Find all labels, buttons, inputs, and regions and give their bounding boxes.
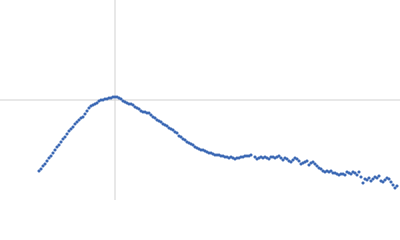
data-point [147, 111, 151, 115]
data-point [253, 155, 257, 159]
data-point [343, 173, 347, 177]
data-point [383, 178, 387, 182]
data-point [149, 113, 153, 117]
page: {"chart_data": {"type": "scatter", "xlim… [0, 0, 400, 200]
data-point [81, 115, 85, 119]
data-point [305, 159, 309, 163]
data-point [75, 120, 79, 124]
data-point [45, 159, 49, 163]
data-point [359, 175, 363, 179]
data-point [367, 176, 371, 180]
data-point [87, 106, 91, 110]
data-point [39, 167, 43, 171]
data-point [319, 167, 323, 171]
data-point [119, 97, 123, 101]
data-point [395, 184, 399, 188]
data-point [47, 156, 51, 160]
data-point [59, 140, 63, 144]
data-point [285, 157, 289, 161]
data-point [137, 107, 141, 111]
data-point [153, 116, 157, 120]
data-point [165, 124, 169, 128]
data-point [175, 131, 179, 135]
data-point [183, 138, 187, 142]
data-point [369, 179, 373, 183]
data-point [291, 158, 295, 162]
data-point [73, 122, 77, 126]
data-point [279, 156, 283, 160]
data-point [179, 135, 183, 139]
data-point [375, 176, 379, 180]
data-point [77, 118, 81, 122]
data-point [389, 180, 393, 184]
data-point [249, 153, 253, 157]
data-point [37, 169, 41, 173]
data-point [95, 101, 99, 105]
data-point [355, 173, 359, 177]
data-point [159, 120, 163, 124]
data-point [63, 135, 67, 139]
data-point [267, 157, 271, 161]
data-point [371, 177, 375, 181]
data-point [349, 172, 353, 176]
data-point [191, 143, 195, 147]
data-point [377, 174, 381, 178]
data-point [55, 145, 59, 149]
data-point [393, 186, 397, 190]
data-point [381, 180, 385, 184]
data-point [277, 154, 281, 158]
data-point [65, 132, 69, 136]
data-point [49, 154, 53, 158]
data-point [315, 164, 319, 168]
data-point [329, 169, 333, 173]
data-point [41, 164, 45, 168]
data-point [307, 163, 311, 167]
data-point [67, 129, 71, 133]
data-point [43, 162, 47, 166]
data-point [85, 109, 89, 113]
data-point [391, 183, 395, 187]
data-point [281, 158, 285, 162]
data-point [353, 171, 357, 175]
data-point [53, 148, 57, 152]
data-point [131, 103, 135, 107]
data-point [297, 159, 301, 163]
data-point [171, 128, 175, 132]
data-point [357, 170, 361, 174]
data-point [61, 137, 65, 141]
chart [0, 0, 400, 200]
data-point [51, 151, 55, 155]
data-point [365, 178, 369, 182]
data-point [361, 181, 365, 185]
data-point [313, 162, 317, 166]
data-point [69, 127, 73, 131]
data-point [71, 125, 75, 129]
data-point [83, 112, 87, 116]
data-point [57, 143, 61, 147]
data-point [289, 160, 293, 164]
data-point [311, 160, 315, 164]
data-point [387, 177, 391, 181]
data-point [295, 157, 299, 161]
